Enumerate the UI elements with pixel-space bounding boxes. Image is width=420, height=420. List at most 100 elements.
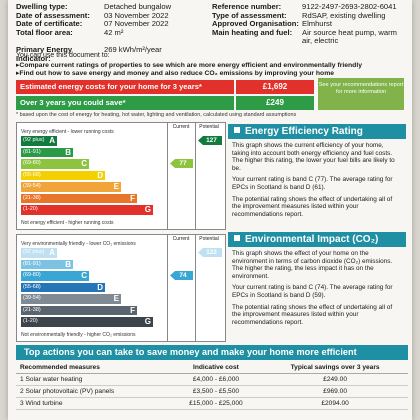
measure-cell: 1 Solar water heating (16, 373, 170, 386)
ee-band-c: (69-80) C (21, 159, 89, 169)
band-letter: C (81, 159, 87, 168)
table-header-row: Recommended measures Indicative cost Typ… (16, 362, 408, 374)
column-header: Typical savings over 3 years (262, 362, 408, 374)
current-header: Current (172, 124, 190, 130)
panel-title-text: Energy Efficiency Rating (245, 126, 363, 137)
band-letter: E (113, 294, 119, 303)
info-key: Main heating and fuel: (212, 27, 293, 37)
info-row: Date of certificate: 07 November 2022 Ap… (16, 20, 408, 29)
info-value: RdSAP, existing dwelling (302, 10, 386, 20)
bulb-icon (234, 127, 240, 133)
info-value: 269 kWh/m²/year (104, 44, 162, 54)
saving-cell: £2094.00 (262, 397, 408, 410)
band-letter: B (65, 147, 71, 157)
cost-cell: £3,500 - £5,500 (169, 385, 263, 398)
ei-potential-arrow: 122 (198, 248, 222, 257)
band-range: (55-68) (23, 283, 41, 290)
band-range: (21-38) (23, 306, 41, 313)
panel-paragraph: The potential rating shows the effect of… (232, 195, 393, 218)
current-header: Current (172, 236, 190, 242)
estimated-cost-label: Estimated energy costs for your home for… (16, 80, 234, 94)
band-letter: F (130, 193, 135, 203)
energy-efficiency-chart: Very energy efficient - lower running co… (16, 122, 226, 230)
band-letter: D (97, 282, 103, 292)
band-range: (69-80) (23, 160, 41, 166)
intro-text: You can use this document to: (16, 52, 110, 59)
band-letter: D (97, 170, 103, 180)
band-range: (81-91) (23, 260, 41, 267)
environmental-impact-title: Environmental Impact (CO₂) Rating (228, 232, 406, 260)
ei-band-a: (92 plus) A (21, 248, 57, 258)
band-letter: E (113, 182, 119, 191)
ee-band-e: (39-54) E (21, 182, 121, 192)
table-row: 1 Solar water heating £4,000 - £6,000 £2… (16, 373, 408, 386)
potential-column (195, 235, 196, 341)
dwelling-info: Dwelling type: Detached bungalow Referen… (16, 2, 408, 63)
info-key: Approved Organisation: (212, 19, 299, 29)
potential-header: Potential (199, 124, 219, 130)
ei-current-arrow: 74 (170, 271, 193, 280)
band-letter: C (81, 271, 87, 280)
ee-current-arrow: 77 (170, 159, 193, 168)
info-row: Total floor area: 42 m² Main heating and… (16, 27, 408, 46)
current-column (167, 123, 168, 229)
table-row: 2 Solar photovoltaic (PV) panels £3,500 … (16, 385, 408, 398)
band-letter: G (144, 205, 151, 214)
current-column (167, 235, 168, 341)
bullet-item: Compare current ratings of properties to… (16, 62, 362, 70)
band-range: (39-54) (23, 295, 41, 301)
cost-cell: £4,000 - £6,000 (169, 373, 263, 386)
environmental-impact-text: This graph shows the effect of your home… (232, 250, 402, 330)
chart-bottom-label: Not environmentally friendly - higher CO… (21, 332, 136, 338)
savings-row: Over 3 years you could save* £249 (16, 96, 314, 110)
band-range: (1-20) (23, 318, 38, 324)
chart-bottom-label: Not energy efficient - higher running co… (21, 220, 114, 226)
energy-efficiency-title: Energy Efficiency Rating (228, 124, 406, 139)
ee-potential-arrow: 127 (198, 136, 222, 145)
panel-paragraph: Your current rating is band C (74). The … (232, 284, 393, 299)
potential-column (195, 123, 196, 229)
measure-cell: 2 Solar photovoltaic (PV) panels (16, 385, 170, 398)
cost-footnote: * based upon the cost of energy for heat… (16, 112, 297, 118)
band-letter: A (49, 248, 55, 257)
info-key: Reference number: (212, 2, 282, 11)
ee-band-a: (92 plus) A (21, 136, 57, 146)
info-value: Air source heat pump, warm air, electric (302, 27, 397, 46)
ei-band-d: (55-68) D (21, 282, 105, 292)
panel-paragraph: This graph shows the current efficiency … (232, 142, 395, 172)
band-range: (55-68) (23, 171, 41, 178)
band-range: (69-80) (23, 272, 41, 278)
band-range: (92 plus) (23, 137, 45, 143)
band-range: (81-91) (23, 148, 41, 155)
epc-certificate-page: Dwelling type: Detached bungalow Referen… (8, 0, 412, 420)
info-value: Detached bungalow (104, 2, 172, 11)
ei-band-e: (39-54) E (21, 294, 121, 304)
saving-cell: £969.00 (262, 385, 408, 398)
band-letter: G (144, 317, 151, 326)
band-range: (92 plus) (23, 249, 45, 255)
ei-band-g: (1-20) G (21, 317, 153, 327)
panel-paragraph: Your current rating is band C (77). The … (232, 176, 393, 191)
info-key: Dwelling type: (16, 2, 68, 11)
band-letter: F (130, 305, 135, 315)
cost-cell: £15,000 - £25,000 (169, 397, 263, 410)
band-range: (21-38) (23, 194, 41, 201)
ee-band-g: (1-20) G (21, 205, 153, 215)
chart-top-label: Very energy efficient - lower running co… (21, 129, 114, 135)
info-key: Primary Energy Indicator: (16, 44, 73, 63)
potential-header: Potential (199, 236, 219, 242)
savings-label: Over 3 years you could save* (16, 96, 234, 110)
environmental-impact-chart: Very environmentally friendly - lower CO… (16, 234, 226, 342)
ee-band-f: (21-38) F (21, 193, 137, 203)
saving-cell: £249.00 (262, 373, 408, 386)
panel-paragraph: This graph shows the effect of your home… (232, 250, 393, 280)
column-header: Indicative cost (169, 362, 263, 374)
band-letter: A (49, 136, 55, 145)
info-row: Primary Energy Indicator: 269 kWh/m²/yea… (16, 44, 408, 63)
ei-band-b: (81-91) B (21, 259, 73, 269)
estimated-cost-value: £1,692 (236, 80, 314, 94)
ei-band-f: (21-38) F (21, 305, 137, 315)
savings-value: £249 (236, 96, 314, 110)
recommended-measures-table: Recommended measures Indicative cost Typ… (16, 362, 408, 410)
table-row: 3 Wind turbine £15,000 - £25,000 £2094.0… (16, 397, 408, 410)
